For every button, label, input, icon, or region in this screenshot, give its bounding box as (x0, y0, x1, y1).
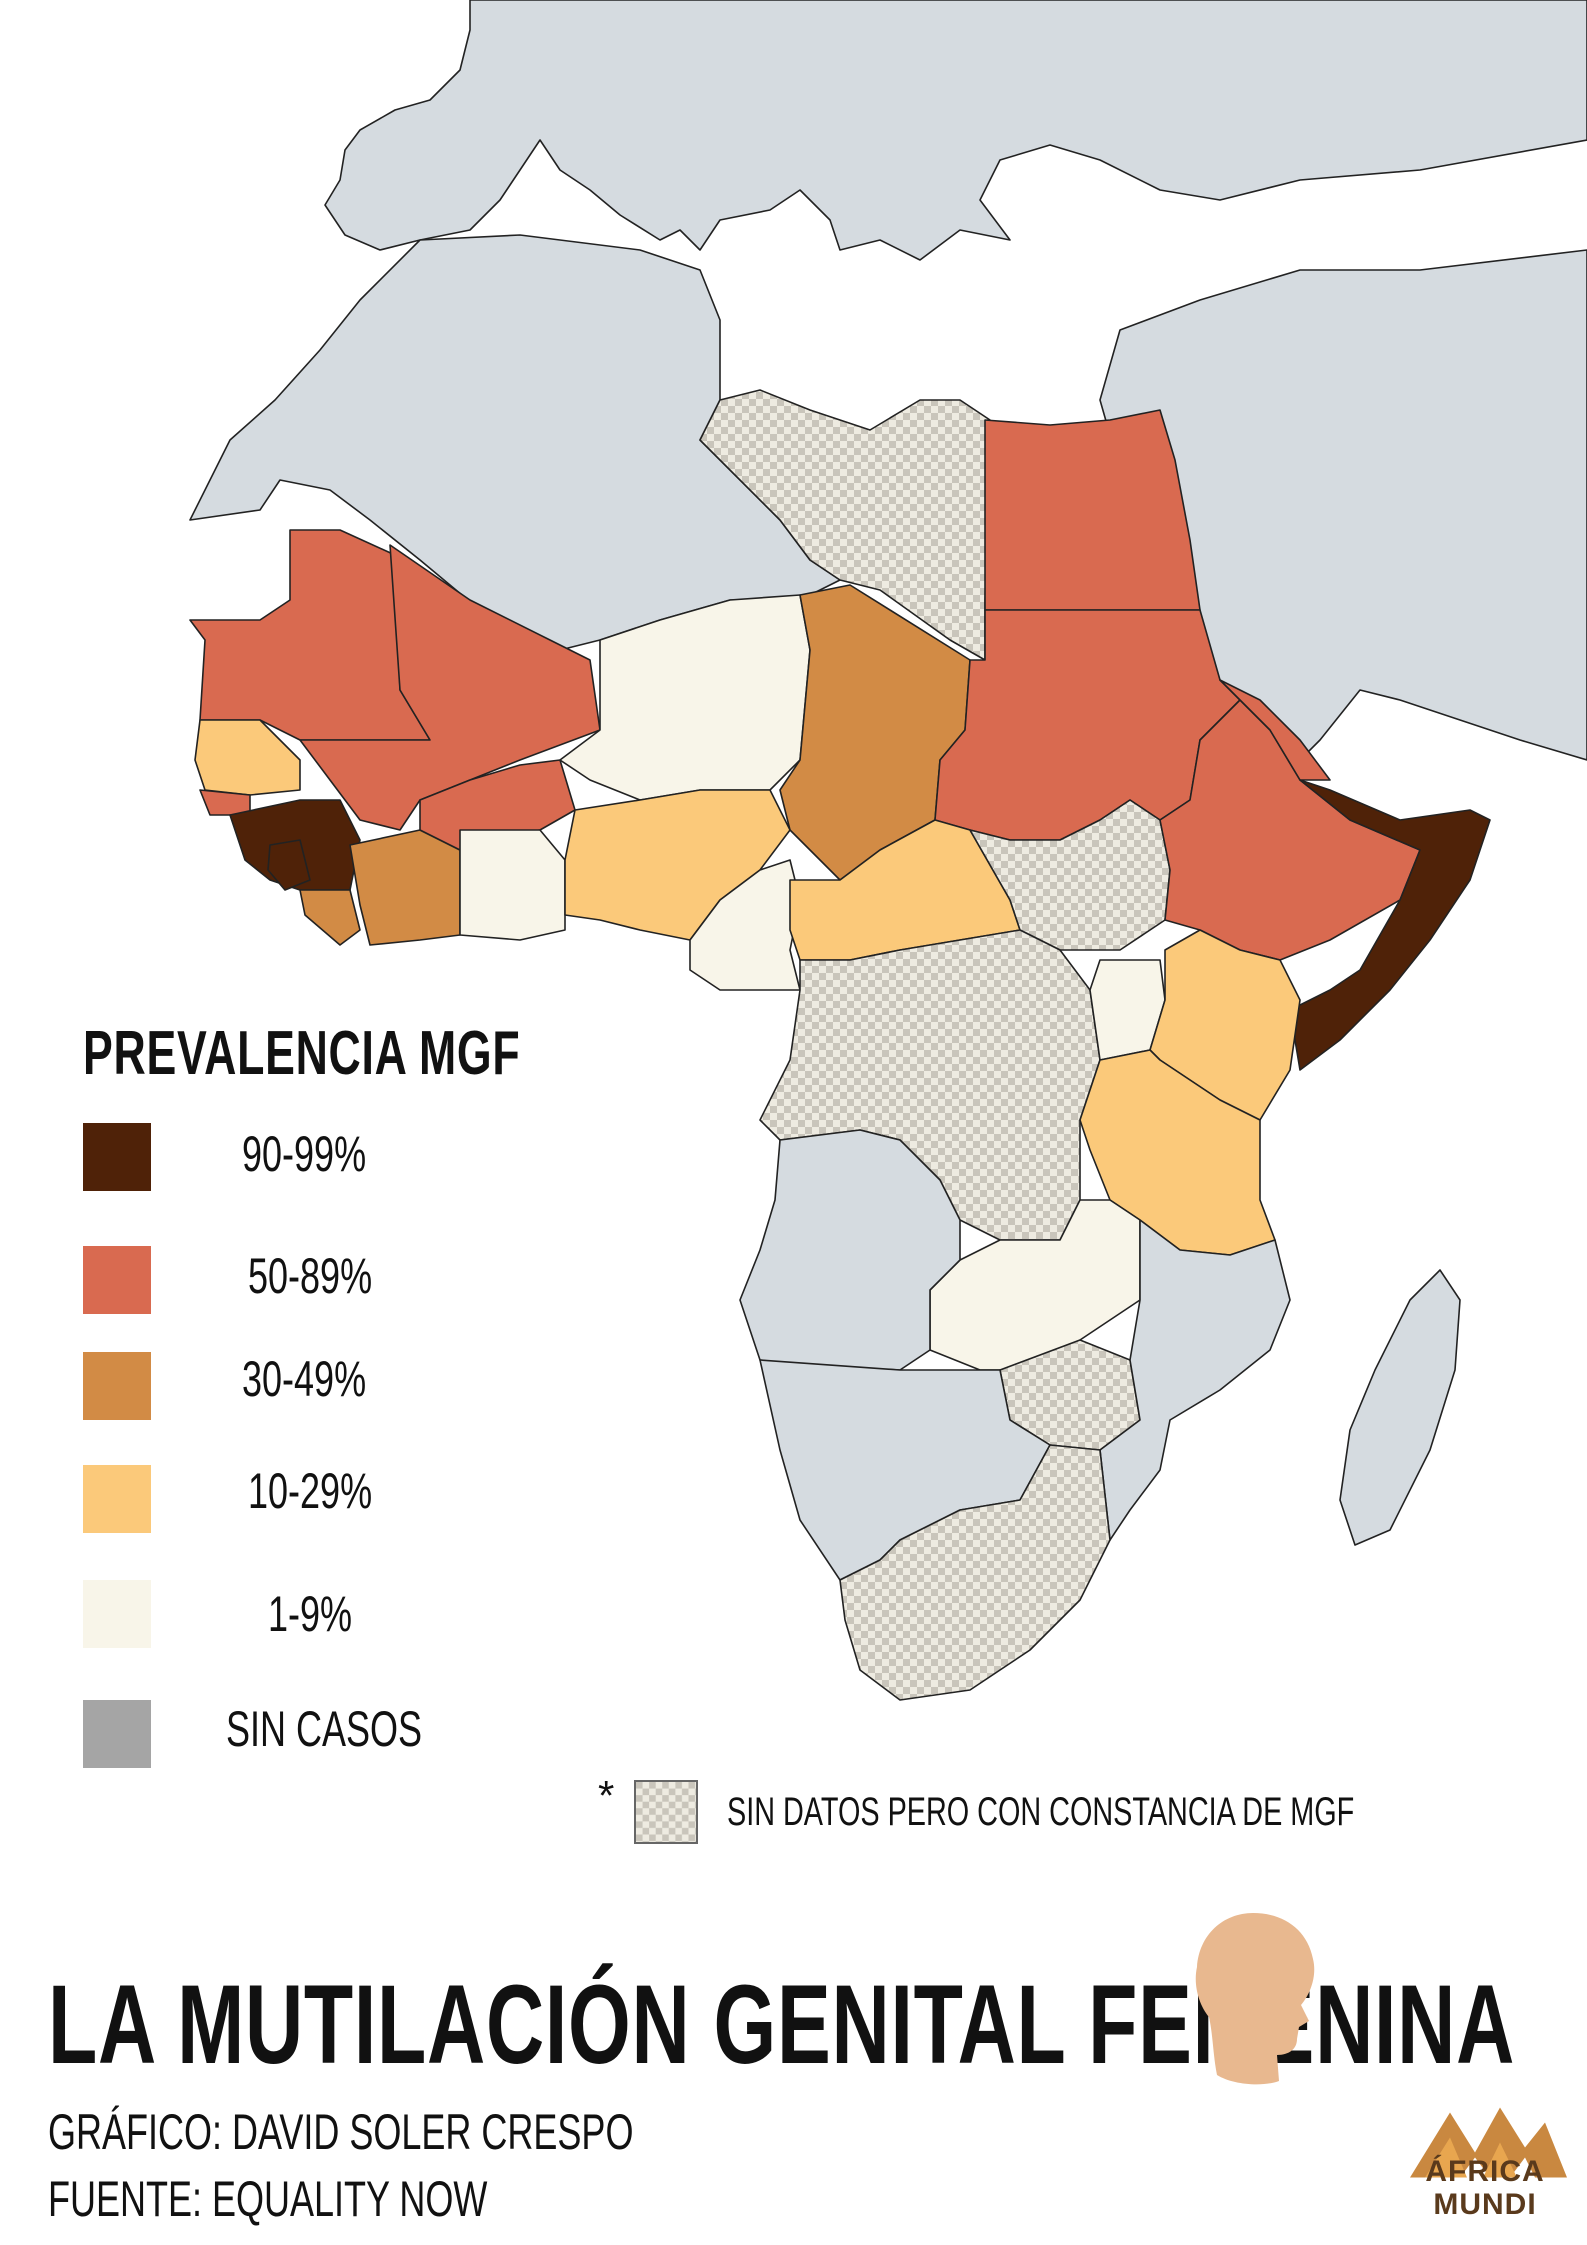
nodata-swatch (634, 1780, 698, 1844)
cameroon-region (689, 859, 801, 991)
legend-label-1-9: 1-9% (268, 1586, 353, 1642)
nodata-asterisk: * (598, 1772, 615, 1819)
brand-name-line1: ÁFRICA (1425, 2155, 1545, 2188)
angola-region (739, 1129, 961, 1371)
legend-label-no-cases: SIN CASOS (226, 1701, 423, 1757)
south-africa-region (839, 1444, 1111, 1701)
eritrea-region (1219, 679, 1331, 781)
legend-swatch-90-99 (83, 1123, 151, 1191)
credit-graphic: GRÁFICO: DAVID SOLER CRESPO (48, 2104, 634, 2160)
ghana-region (459, 829, 566, 941)
legend-label-10-29: 10-29% (248, 1463, 373, 1519)
egypt-region (984, 409, 1201, 611)
mountains-icon (1410, 2107, 1567, 2178)
kenya-region (1149, 929, 1301, 1121)
brand-name-line2: MUNDI (1433, 2188, 1537, 2221)
somalia-region (1289, 779, 1491, 1071)
europe-land (324, 0, 1587, 261)
africa-map (189, 0, 1587, 1701)
legend-title: PREVALENCIA MGF (83, 1019, 521, 1088)
burkina-region (419, 759, 576, 851)
legend-swatch-30-49 (83, 1352, 151, 1420)
legend-label-90-99: 90-99% (242, 1126, 367, 1182)
woman-profile-icon (1195, 1913, 1315, 2085)
legend-swatch-no-cases (83, 1700, 151, 1768)
legend-swatch-10-29 (83, 1465, 151, 1533)
sierra-leone-region (267, 839, 311, 891)
legend-swatch-50-89 (83, 1246, 151, 1314)
ivory-coast-region (349, 829, 461, 946)
liberia-region (299, 889, 361, 946)
senegal-region (194, 719, 301, 796)
legend-label-50-89: 50-89% (248, 1248, 373, 1304)
guinea-bissau-region (199, 789, 251, 816)
mozambique-region (1099, 1219, 1291, 1541)
legend-swatch-1-9 (83, 1580, 151, 1648)
legend-label-30-49: 30-49% (242, 1351, 367, 1407)
madagascar-region (1339, 1269, 1461, 1546)
nodata-label: SIN DATOS PERO CON CONSTANCIA DE MGF (727, 1790, 1355, 1834)
page-title: LA MUTILACIÓN GENITAL FEMENINA (48, 1962, 1516, 2087)
credit-source: FUENTE: EQUALITY NOW (48, 2171, 488, 2227)
